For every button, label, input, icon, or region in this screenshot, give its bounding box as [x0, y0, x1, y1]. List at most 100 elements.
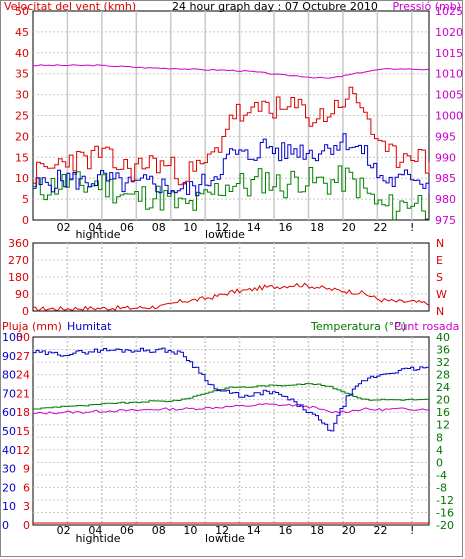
x-tick-label: ! — [410, 524, 414, 537]
compass-label: W — [436, 288, 447, 301]
humidity-tick-label: 80 — [2, 369, 16, 382]
direction-tick-label: 90 — [15, 288, 29, 301]
rain-tick-label: 3 — [23, 500, 30, 513]
direction-tick-label: 270 — [8, 254, 29, 267]
pressure-tick-label: 1005 — [435, 89, 463, 102]
temperature-tick-label: 12 — [436, 419, 450, 432]
wind-pressure-panel: 0510152025303540455097598098599099510001… — [4, 0, 463, 241]
humidity-tick-label: 0 — [2, 519, 9, 532]
x-tick-label: 22 — [373, 524, 387, 537]
temperature-line — [33, 383, 429, 410]
temperature-tick-label: 28 — [436, 369, 450, 382]
wind-tick-label: 35 — [15, 68, 29, 81]
humidity-tick-label: 50 — [2, 425, 16, 438]
lowtide-label-top: lowtide — [205, 228, 245, 241]
compass-label: N — [436, 237, 444, 250]
pressure-tick-label: 1020 — [435, 26, 463, 39]
wind-gust-line — [33, 86, 430, 186]
x-tick-label: 18 — [310, 221, 324, 234]
temperature-tick-label: 4 — [436, 444, 443, 457]
x-tick-label: 02 — [57, 221, 71, 234]
x-tick-label: 22 — [373, 221, 387, 234]
x-tick-label: 12 — [215, 524, 229, 537]
temperature-tick-label: -16 — [436, 506, 454, 519]
pressure-tick-label: 1025 — [435, 5, 463, 18]
humidity-tick-label: 90 — [2, 350, 16, 363]
humidity-tick-label: 100 — [2, 331, 23, 344]
temperature-tick-label: -12 — [436, 494, 454, 507]
rain-tick-label: 12 — [16, 444, 30, 457]
wind-tick-label: 10 — [15, 172, 29, 185]
humidity-tick-label: 70 — [2, 387, 16, 400]
rain-tick-label: 24 — [16, 369, 30, 382]
x-tick-label: 04 — [88, 524, 102, 537]
rain-tick-label: 0 — [23, 519, 30, 532]
pressure-tick-label: 1010 — [435, 68, 463, 81]
humidity-tick-label: 40 — [2, 444, 16, 457]
humidity-tick-label: 60 — [2, 406, 16, 419]
x-tick-label: ! — [410, 221, 414, 234]
x-tick-label: 06 — [120, 221, 134, 234]
wind-avg-line — [33, 133, 430, 197]
wind-axis-ticks: 0510152025303540455097598098599099510001… — [15, 5, 463, 234]
compass-label: S — [436, 271, 443, 284]
humidity-tick-label: 10 — [2, 500, 16, 513]
pressure-tick-label: 1000 — [435, 110, 463, 123]
wind-direction-line — [32, 282, 430, 312]
wind-axis-title: Velocitat del vent (kmh) — [4, 0, 136, 13]
lowtide-label-bottom: lowtide — [205, 532, 245, 545]
pressure-tick-label: 1015 — [435, 47, 463, 60]
bottom-series — [32, 347, 430, 524]
x-tick-label: 10 — [183, 221, 197, 234]
x-tick-label: 06 — [120, 524, 134, 537]
temperature-tick-label: 16 — [436, 406, 450, 419]
x-tick-label: 08 — [152, 221, 166, 234]
humidity-line — [33, 347, 430, 432]
wind-series — [32, 64, 430, 221]
humidity-tick-label: 20 — [2, 481, 16, 494]
rain-tick-label: 18 — [16, 406, 30, 419]
x-tick-label: 20 — [342, 221, 356, 234]
wind-tick-label: 45 — [15, 26, 29, 39]
x-tick-label: 20 — [342, 524, 356, 537]
temperature-tick-label: 8 — [436, 431, 443, 444]
wind-tick-label: 40 — [15, 47, 29, 60]
temperature-tick-label: 36 — [436, 344, 450, 357]
wind-tick-label: 25 — [15, 110, 29, 123]
hightide-label-top: hightide — [75, 228, 120, 241]
x-tick-label: 12 — [215, 221, 229, 234]
bottom-axis-ticks: 0102030405060708090100036912151821242730… — [2, 331, 454, 537]
compass-label: N — [436, 305, 444, 318]
x-tick-label: 04 — [88, 221, 102, 234]
wind-tick-label: 0 — [22, 214, 29, 227]
temperature-tick-label: 20 — [436, 394, 450, 407]
temperature-tick-label: 24 — [436, 381, 450, 394]
pressure-tick-label: 990 — [435, 151, 456, 164]
direction-grid — [33, 243, 429, 311]
x-tick-label: 08 — [152, 524, 166, 537]
bottom-plot-area — [32, 336, 430, 526]
temperature-tick-label: -4 — [436, 469, 447, 482]
rain-tick-label: 6 — [23, 481, 30, 494]
direction-tick-label: 180 — [8, 271, 29, 284]
rain-tick-label: 9 — [23, 463, 30, 476]
direction-series — [32, 282, 430, 312]
pressure-tick-label: 980 — [435, 193, 456, 206]
rain-tick-label: 27 — [16, 350, 30, 363]
rain-tick-label: 21 — [16, 387, 30, 400]
wind-tick-label: 5 — [22, 193, 29, 206]
wind-tick-label: 50 — [15, 5, 29, 18]
temperature-axis-title: Temperatura (°C) — [310, 320, 406, 333]
x-tick-label: 16 — [278, 524, 292, 537]
rain-humidity-temp-panel: 0102030405060708090100036912151821242730… — [2, 320, 459, 545]
x-tick-label: 14 — [247, 524, 261, 537]
rain-tick-label: 15 — [16, 425, 30, 438]
wind-min-line — [33, 165, 430, 221]
hightide-label-bottom: hightide — [75, 532, 120, 545]
pressure-tick-label: 995 — [435, 130, 456, 143]
x-tick-label: 16 — [278, 221, 292, 234]
compass-label: E — [436, 254, 443, 267]
